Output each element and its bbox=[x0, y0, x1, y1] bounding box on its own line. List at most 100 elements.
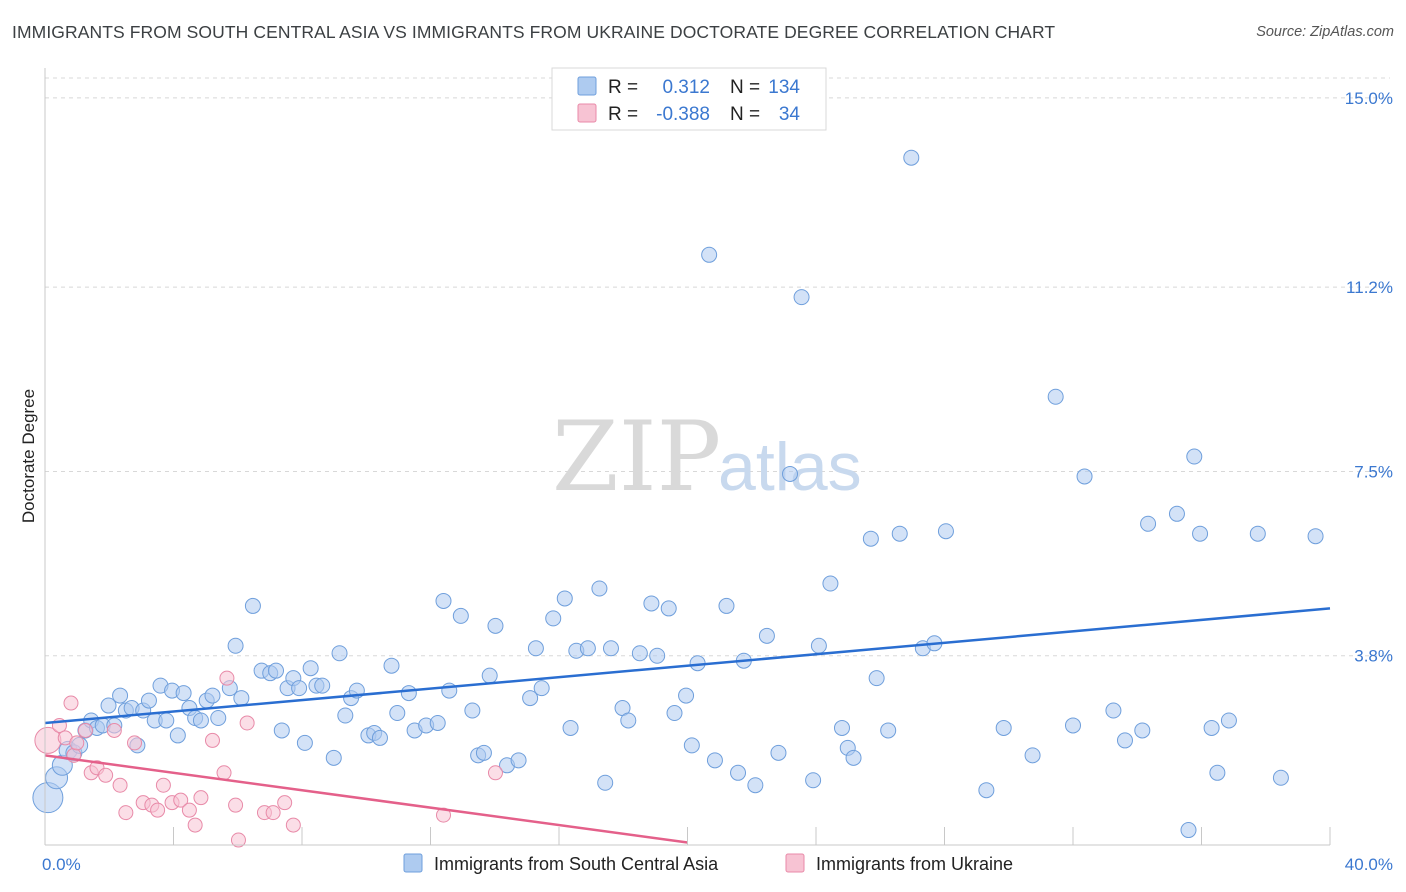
bottom-legend-label-pink: Immigrants from Ukraine bbox=[816, 854, 1013, 874]
x-tick-label: 40.0% bbox=[1345, 855, 1393, 874]
point-south-central-asia bbox=[666, 705, 683, 722]
point-south-central-asia bbox=[268, 662, 285, 679]
point-south-central-asia bbox=[533, 680, 550, 697]
point-south-central-asia bbox=[770, 744, 787, 761]
point-south-central-asia bbox=[522, 690, 539, 707]
y-tick-label: 11.2% bbox=[1346, 278, 1393, 297]
point-south-central-asia bbox=[227, 637, 244, 654]
point-ukraine bbox=[265, 805, 281, 821]
point-ukraine bbox=[155, 777, 171, 793]
point-south-central-asia bbox=[510, 752, 527, 769]
bottom-legend: Immigrants from South Central Asia Immig… bbox=[403, 853, 1013, 874]
point-south-central-asia bbox=[810, 637, 827, 654]
point-south-central-asia bbox=[1047, 388, 1064, 405]
point-south-central-asia bbox=[620, 712, 637, 729]
point-south-central-asia bbox=[1249, 525, 1266, 542]
point-south-central-asia bbox=[845, 749, 862, 766]
point-south-central-asia bbox=[660, 600, 677, 617]
point-ukraine bbox=[435, 807, 451, 823]
point-south-central-asia bbox=[192, 712, 209, 729]
point-south-central-asia bbox=[429, 714, 446, 731]
point-ukraine bbox=[204, 732, 220, 748]
trend-layer bbox=[44, 607, 1331, 844]
point-south-central-asia bbox=[545, 610, 562, 627]
legend-n-label-pink: N = bbox=[730, 104, 760, 125]
point-south-central-asia bbox=[169, 727, 186, 744]
point-south-central-asia bbox=[487, 617, 504, 634]
point-south-central-asia bbox=[562, 719, 579, 736]
point-ukraine bbox=[228, 797, 244, 813]
point-south-central-asia bbox=[1116, 732, 1133, 749]
point-south-central-asia bbox=[631, 645, 648, 662]
legend-r-value-blue: 0.312 bbox=[662, 77, 710, 98]
point-ukraine bbox=[277, 795, 293, 811]
point-south-central-asia bbox=[793, 289, 810, 306]
point-south-central-asia bbox=[175, 685, 192, 702]
point-south-central-asia bbox=[140, 692, 157, 709]
point-south-central-asia bbox=[937, 523, 954, 540]
point-ukraine bbox=[112, 777, 128, 793]
legend-swatch-pink bbox=[577, 103, 597, 123]
point-south-central-asia bbox=[1140, 515, 1157, 532]
point-south-central-asia bbox=[903, 149, 920, 166]
point-south-central-asia bbox=[649, 647, 666, 664]
point-south-central-asia bbox=[158, 712, 175, 729]
point-ukraine bbox=[77, 722, 93, 738]
point-south-central-asia bbox=[112, 687, 129, 704]
point-south-central-asia bbox=[464, 702, 481, 719]
trendline-ukraine bbox=[44, 754, 688, 844]
point-south-central-asia bbox=[314, 677, 331, 694]
point-south-central-asia bbox=[337, 707, 354, 724]
point-south-central-asia bbox=[383, 657, 400, 674]
point-south-central-asia bbox=[296, 734, 313, 751]
point-south-central-asia bbox=[880, 722, 897, 739]
point-ukraine bbox=[98, 767, 114, 783]
point-south-central-asia bbox=[1134, 722, 1151, 739]
bottom-legend-label-blue: Immigrants from South Central Asia bbox=[434, 854, 719, 874]
legend-n-value-pink: 34 bbox=[779, 104, 801, 125]
point-ukraine bbox=[173, 792, 189, 808]
point-south-central-asia bbox=[678, 687, 695, 704]
point-south-central-asia bbox=[331, 645, 348, 662]
y-axis-label: Doctorate Degree bbox=[19, 389, 38, 523]
point-south-central-asia bbox=[204, 687, 221, 704]
point-south-central-asia bbox=[833, 719, 850, 736]
point-ukraine bbox=[230, 832, 246, 848]
point-south-central-asia bbox=[1105, 702, 1122, 719]
point-south-central-asia bbox=[805, 772, 822, 789]
y-tick-label: 7.5% bbox=[1354, 462, 1393, 481]
point-south-central-asia bbox=[1180, 822, 1197, 839]
legend-box bbox=[551, 67, 827, 131]
point-south-central-asia bbox=[782, 465, 799, 482]
point-south-central-asia bbox=[1307, 528, 1324, 545]
point-south-central-asia bbox=[1076, 468, 1093, 485]
chart-title: IMMIGRANTS FROM SOUTH CENTRAL ASIA VS IM… bbox=[12, 22, 1056, 42]
point-ukraine bbox=[193, 790, 209, 806]
point-south-central-asia bbox=[891, 525, 908, 542]
point-ukraine bbox=[239, 715, 255, 731]
point-south-central-asia bbox=[244, 597, 261, 614]
point-south-central-asia bbox=[1168, 505, 1185, 522]
legend-r-label-pink: R = bbox=[608, 104, 638, 125]
point-south-central-asia bbox=[1024, 747, 1041, 764]
bottom-legend-swatch-pink bbox=[785, 853, 805, 873]
chart-source: Source: ZipAtlas.com bbox=[1256, 24, 1394, 40]
top-legend: R = 0.312 N = 134 R = -0.388 N = 34 bbox=[551, 67, 827, 131]
point-ukraine bbox=[118, 805, 134, 821]
point-ukraine bbox=[487, 765, 503, 781]
point-south-central-asia bbox=[389, 705, 406, 722]
point-ukraine bbox=[106, 722, 122, 738]
point-south-central-asia bbox=[273, 722, 290, 739]
point-ukraine bbox=[187, 817, 203, 833]
point-south-central-asia bbox=[1192, 525, 1209, 542]
point-south-central-asia bbox=[100, 697, 117, 714]
point-south-central-asia bbox=[602, 640, 619, 657]
legend-n-value-blue: 134 bbox=[768, 77, 800, 98]
axis-layer: 3.8% 7.5% 11.2% 15.0% 0.0% 40.0% bbox=[42, 68, 1393, 874]
point-south-central-asia bbox=[706, 752, 723, 769]
point-south-central-asia bbox=[1186, 448, 1203, 465]
y-tick-label: 3.8% bbox=[1354, 647, 1393, 666]
legend-n-label-blue: N = bbox=[730, 77, 760, 98]
point-south-central-asia bbox=[1272, 769, 1289, 786]
